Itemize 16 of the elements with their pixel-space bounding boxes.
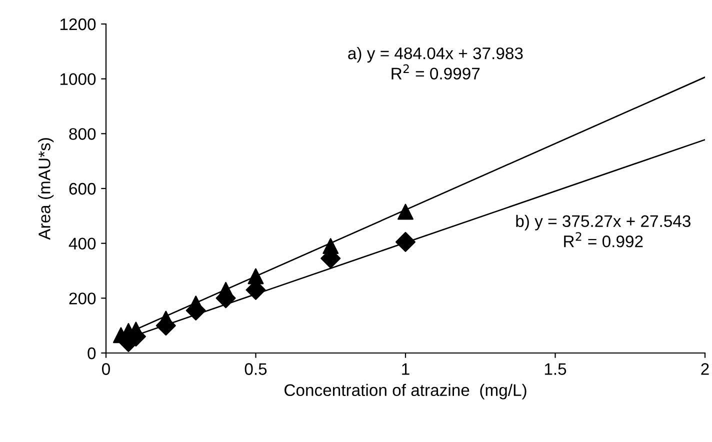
x-tick-label: 1.5	[544, 363, 566, 375]
x-tick-label: 1	[402, 363, 410, 375]
y-axis-title: Area (mAU*s)	[38, 138, 54, 240]
y-tick-label: 0	[88, 347, 96, 360]
x-tick-label: 0.5	[244, 363, 267, 375]
y-tick-label: 1000	[60, 73, 96, 86]
y-tick-label: 200	[69, 292, 96, 304]
x-tick-label: 0	[102, 363, 110, 375]
y-tick-label: 1200	[60, 18, 96, 30]
annotation: a) y = 484.04x + 37.983 R$^{2}$ = 0.9997	[348, 47, 523, 80]
y-tick-label: 400	[68, 238, 96, 250]
x-tick-label: 2	[701, 363, 709, 375]
annotation: b) y = 375.27x + 27.543 R$^{2}$ = 0.992	[516, 214, 690, 248]
y-tick-label: 800	[69, 128, 96, 140]
x-axis-title: Concentration of atrazine (mg/L)	[284, 384, 526, 400]
y-tick-label: 600	[69, 182, 96, 195]
